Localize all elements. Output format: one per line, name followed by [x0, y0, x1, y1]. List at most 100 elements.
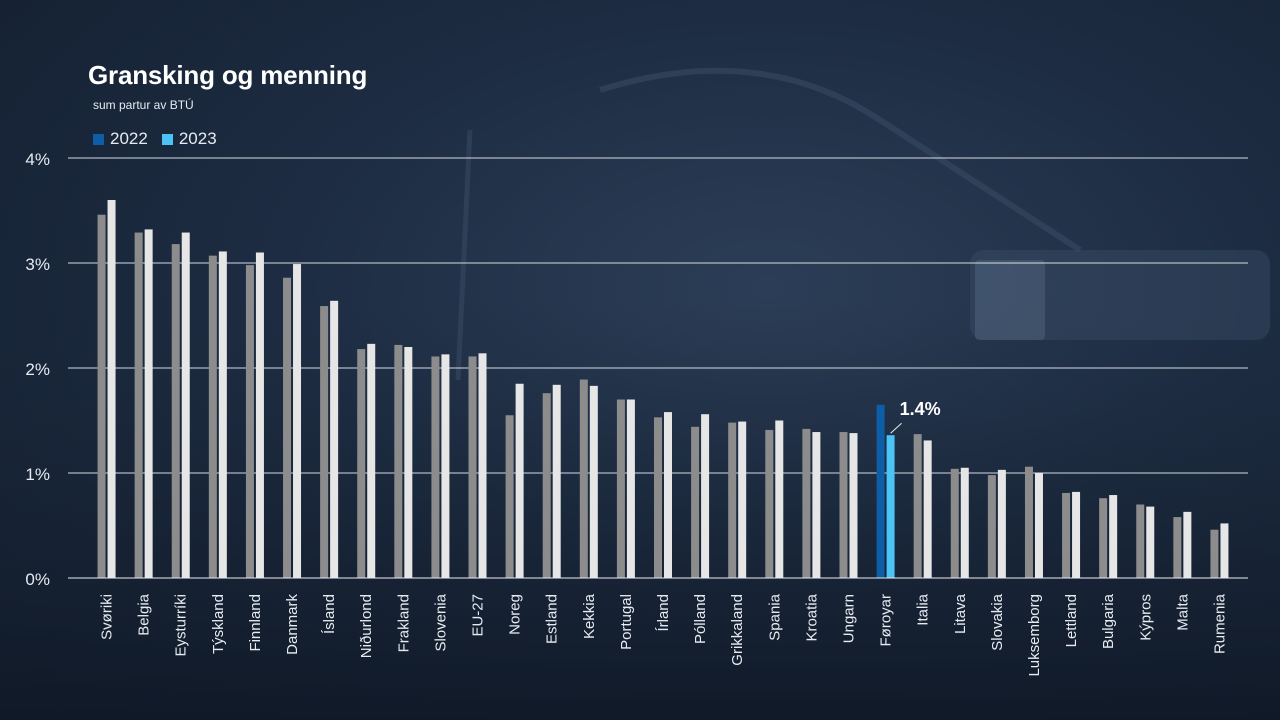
bar-2022: [765, 429, 774, 578]
bar-2022: [208, 255, 217, 578]
bar-2022: [1024, 466, 1033, 578]
bar-2022: [431, 356, 440, 578]
bar-2023: [1109, 495, 1118, 578]
bar-2023: [552, 384, 561, 578]
bar-2023: [589, 385, 598, 578]
bar-2023: [997, 469, 1006, 578]
bar-2022: [691, 426, 700, 578]
category-label: Danmark: [284, 594, 301, 655]
category-label: Kekkia: [581, 593, 598, 639]
legend-swatch-2022: [93, 133, 104, 145]
bar-2023: [330, 300, 339, 578]
bar-2023: [367, 343, 376, 578]
bar-2022: [1136, 504, 1145, 578]
bar-2023: [738, 421, 747, 578]
bar-2023: [107, 200, 116, 578]
chart-title: Gransking og menning: [88, 60, 368, 90]
bar-2023: [478, 353, 487, 578]
bar-2023: [144, 229, 153, 578]
bar-2022: [1210, 529, 1219, 578]
chart-subtitle: sum partur av BTÚ: [93, 98, 194, 112]
bar-2023: [849, 433, 858, 578]
bar-2023: [626, 399, 635, 578]
bar-2022: [913, 434, 922, 578]
bar-2023: [1183, 511, 1192, 578]
bar-2023: [812, 432, 821, 578]
category-label: Írland: [655, 594, 672, 632]
bar-2022: [1062, 492, 1071, 578]
category-label: Lettland: [1063, 594, 1080, 647]
category-label: Slovenia: [432, 593, 449, 651]
bar-2022: [579, 379, 588, 578]
category-label: Finnland: [247, 594, 264, 652]
highlight-leader-line: [890, 422, 902, 434]
category-label: Týskland: [210, 594, 227, 654]
bar-2023: [218, 251, 227, 578]
category-label: Frakland: [395, 594, 412, 652]
bar-2023: [886, 435, 895, 578]
y-tick-label: 1%: [25, 465, 50, 484]
bar-2022: [542, 393, 551, 578]
category-label: Malta: [1174, 593, 1191, 630]
category-label: Kroatia: [803, 593, 820, 641]
category-label: Kýpros: [1137, 594, 1154, 641]
bar-2022: [171, 244, 180, 578]
chart-legend: 2022 2023: [93, 129, 217, 149]
highlight-data-label: 1.4%: [900, 399, 941, 419]
category-label: Noreg: [507, 594, 524, 635]
category-label: Bulgaria: [1100, 593, 1117, 649]
bar-2022: [616, 399, 625, 578]
y-tick-label: 3%: [25, 255, 50, 274]
category-label: Luksemborg: [1026, 594, 1043, 677]
y-tick-label: 4%: [25, 150, 50, 169]
bar-2023: [181, 232, 190, 579]
y-tick-label: 0%: [25, 570, 50, 589]
legend-item-2022: 2022: [93, 129, 148, 149]
legend-label-2022: 2022: [110, 129, 148, 148]
bar-2022: [357, 349, 366, 578]
bar-2023: [404, 347, 413, 578]
bar-2023: [1146, 506, 1155, 578]
bar-2023: [960, 467, 969, 578]
category-label: Ungarn: [840, 594, 857, 643]
category-label: Svøriki: [99, 594, 116, 640]
bar-2022: [876, 404, 885, 578]
bar-2023: [775, 420, 784, 578]
category-label: Eysturríki: [173, 594, 190, 657]
bar-2022: [505, 415, 514, 578]
bar-2022: [134, 232, 143, 579]
bar-2022: [654, 417, 662, 578]
bar-2022: [97, 214, 106, 578]
category-label: Spania: [766, 593, 783, 640]
bar-2023: [1072, 491, 1081, 578]
y-tick-label: 2%: [25, 360, 50, 379]
category-label: Slovakia: [989, 593, 1006, 650]
bar-2022: [1173, 517, 1182, 578]
category-label: Portugal: [618, 594, 635, 650]
category-label: Belgia: [136, 593, 153, 635]
bar-2022: [320, 306, 329, 578]
bar-2023: [701, 414, 710, 578]
category-label: Pólland: [692, 594, 709, 644]
bar-2022: [283, 277, 292, 578]
category-label: Ísland: [321, 594, 338, 634]
bar-2023: [923, 440, 932, 578]
bar-2022: [728, 422, 737, 578]
bar-2022: [802, 428, 811, 578]
bar-2023: [293, 264, 302, 578]
legend-item-2023: 2023: [161, 129, 217, 149]
category-label: Grikkaland: [729, 594, 746, 666]
bar-2023: [1034, 473, 1043, 578]
bar-2022: [950, 468, 959, 578]
category-label: Rumenia: [1211, 593, 1228, 654]
category-label: Estland: [544, 594, 561, 644]
bar-2022: [468, 356, 477, 578]
bar-2022: [245, 265, 254, 578]
category-label: Føroyar: [878, 594, 895, 647]
bar-2022: [394, 344, 403, 578]
category-label: EU-27: [470, 594, 487, 637]
bar-2023: [1220, 523, 1229, 578]
bar-2022: [1099, 498, 1108, 578]
category-label: Niðurlond: [358, 594, 375, 658]
